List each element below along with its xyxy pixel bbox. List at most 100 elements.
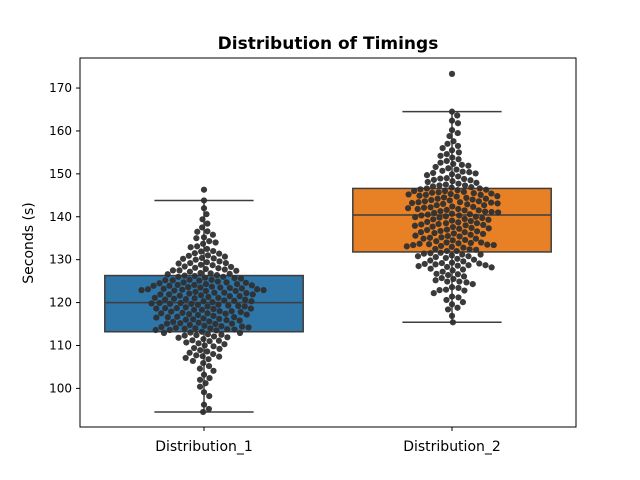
swarm-point — [485, 225, 492, 232]
swarm-point — [455, 284, 462, 292]
swarm-point — [200, 186, 208, 193]
swarm-point — [448, 312, 456, 319]
swarm-point — [467, 239, 474, 247]
swarm-point — [469, 196, 476, 203]
swarm-point — [423, 185, 430, 192]
swarm-point — [206, 374, 213, 382]
swarm-point — [153, 305, 160, 312]
swarm-point — [416, 240, 423, 247]
swarm-point — [448, 252, 455, 259]
swarm-point — [200, 389, 208, 396]
swarm-point — [449, 319, 457, 326]
swarm-point — [472, 235, 479, 242]
swarm-point — [488, 199, 495, 206]
swarm-point — [432, 277, 439, 284]
swarm-point — [193, 235, 200, 242]
swarm-point — [454, 142, 462, 150]
swarm-point — [454, 187, 461, 194]
swarm-point — [488, 208, 495, 216]
swarm-point — [418, 221, 425, 228]
swarm-point — [200, 315, 207, 322]
swarm-point — [193, 332, 200, 339]
swarm-point — [439, 268, 446, 275]
swarm-point — [414, 253, 422, 260]
swarm-point — [186, 268, 194, 275]
swarm-point — [432, 245, 439, 253]
swarm-point — [198, 254, 206, 262]
swarm-point — [216, 345, 223, 353]
swarm-point — [447, 190, 454, 198]
swarm-point — [442, 181, 449, 188]
swarm-point — [466, 211, 473, 218]
swarm-point — [455, 180, 462, 187]
swarm-point — [162, 296, 169, 303]
swarm-point — [210, 367, 217, 374]
swarm-point — [203, 245, 211, 253]
swarm-point — [427, 204, 434, 211]
swarm-point — [191, 295, 198, 302]
swarm-point — [460, 244, 467, 251]
swarm-point — [439, 167, 446, 174]
swarm-point — [237, 275, 245, 282]
swarm-point — [431, 209, 438, 216]
swarm-point — [427, 257, 434, 264]
swarm-point — [166, 282, 173, 289]
swarm-point — [151, 294, 158, 301]
swarm-point — [260, 287, 267, 294]
swarm-point — [448, 184, 455, 191]
swarm-point — [461, 229, 468, 236]
swarm-point — [210, 312, 217, 319]
swarm-point — [208, 283, 216, 290]
swarm-point — [200, 359, 207, 367]
swarm-point — [482, 195, 490, 202]
swarm-point — [404, 205, 412, 212]
swarm-point — [173, 305, 180, 312]
swarm-point — [226, 270, 233, 277]
swarm-point — [231, 275, 238, 282]
swarm-point — [420, 235, 427, 242]
swarm-point — [182, 316, 189, 323]
swarm-point — [183, 339, 190, 346]
swarm-point — [437, 227, 444, 235]
swarm-point — [475, 198, 482, 205]
swarm-point — [204, 252, 212, 259]
swarm-point — [423, 226, 431, 234]
swarm-point — [460, 258, 467, 265]
swarm-point — [205, 362, 213, 370]
swarm-point — [485, 216, 492, 223]
y-tick-label: 120 — [49, 296, 72, 310]
swarm-point — [190, 344, 198, 352]
swarm-point — [233, 267, 240, 274]
swarm-point — [424, 218, 431, 226]
swarm-point — [454, 120, 462, 127]
swarm-point — [416, 192, 423, 199]
swarm-point — [206, 318, 213, 325]
swarm-point — [203, 259, 210, 266]
swarm-point — [176, 267, 183, 274]
swarm-point — [433, 270, 440, 277]
swarm-point — [186, 276, 193, 283]
swarm-point — [456, 233, 463, 240]
swarm-point — [217, 284, 224, 291]
swarm-point — [494, 209, 502, 216]
swarm-point — [169, 277, 176, 284]
swarm-point — [204, 331, 212, 338]
swarm-point — [243, 290, 250, 297]
swarm-point — [472, 213, 479, 220]
swarm-point — [417, 229, 425, 236]
swarm-point — [465, 262, 472, 269]
swarm-point — [179, 255, 187, 262]
y-tick-label: 100 — [49, 381, 72, 395]
swarm-point — [443, 175, 450, 182]
swarm-point — [206, 393, 213, 400]
swarm-point — [216, 258, 223, 265]
swarm-point — [186, 311, 193, 318]
y-tick-label: 170 — [49, 81, 72, 95]
swarm-point — [248, 282, 255, 289]
swarm-point — [213, 327, 220, 334]
swarm-point — [192, 264, 199, 271]
swarm-point — [201, 322, 208, 329]
swarm-point — [449, 237, 456, 244]
swarm-point — [196, 383, 204, 390]
swarm-point — [210, 333, 218, 340]
